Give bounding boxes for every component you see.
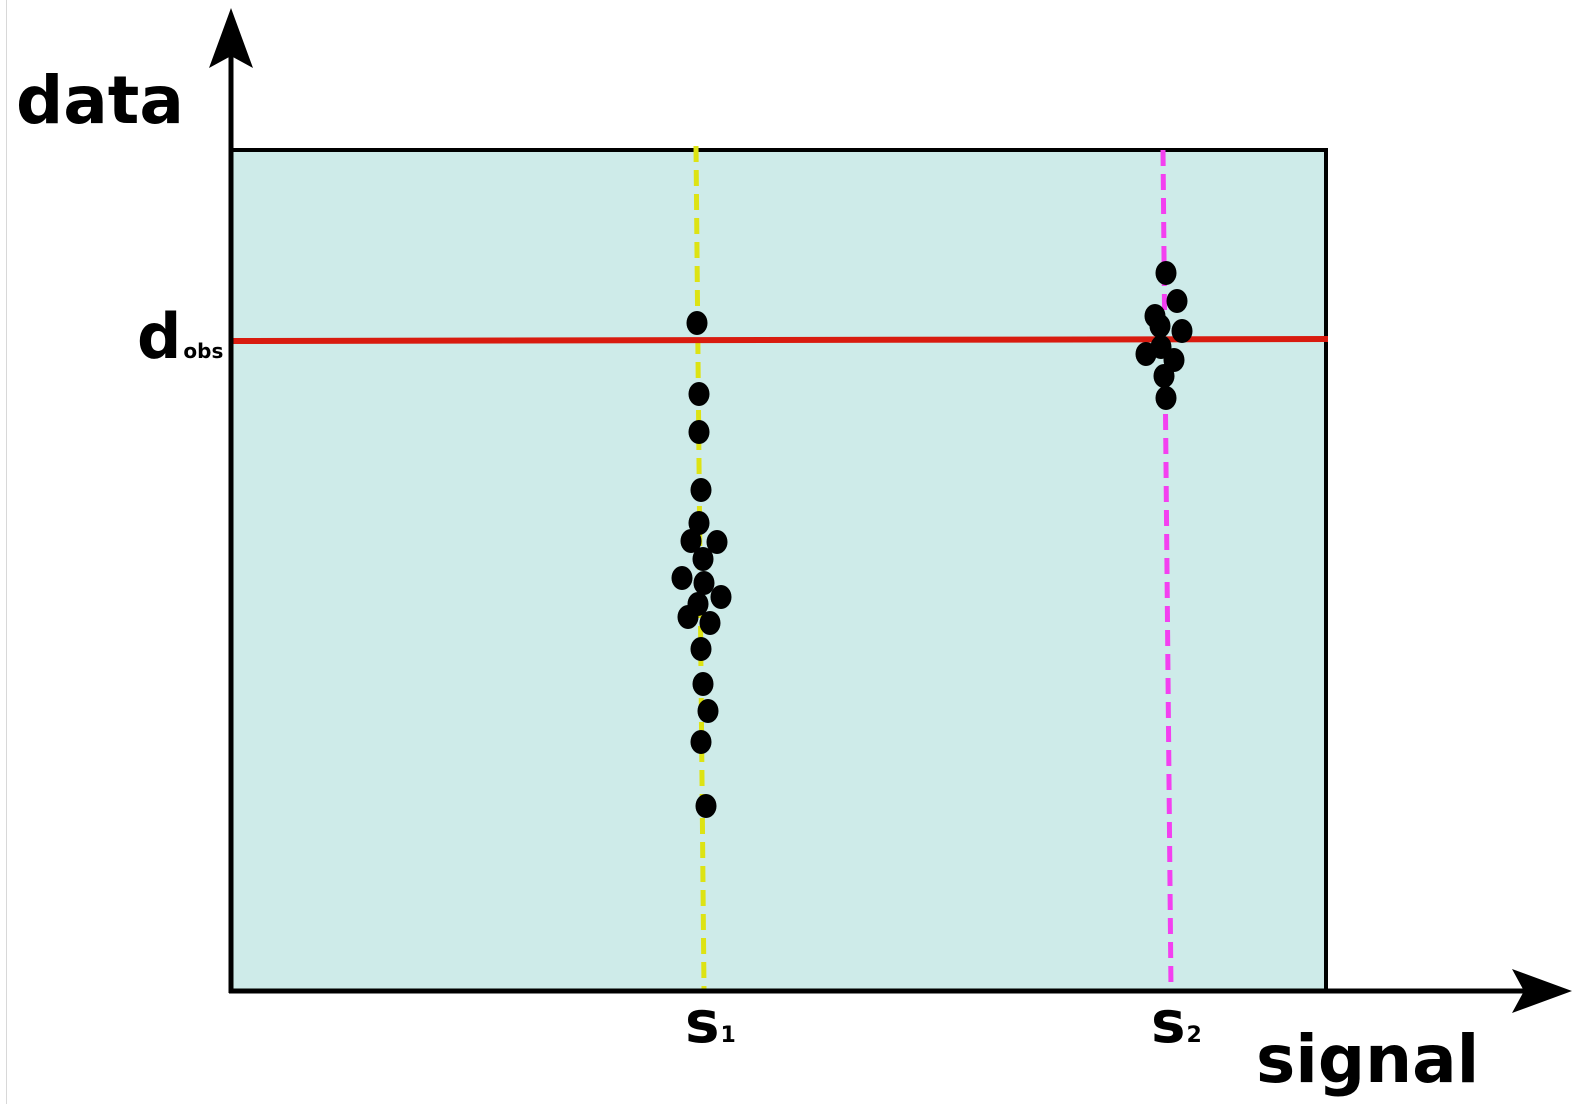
signal2-sample-point — [1171, 319, 1193, 343]
x-axis-label: signal — [1256, 1021, 1479, 1098]
signal1-sample-point — [688, 420, 710, 444]
signal1-sample-point — [706, 530, 728, 554]
signal2-sample-point — [1155, 386, 1177, 410]
y-axis-label: data — [16, 62, 184, 139]
observed-data-label: d obs — [137, 300, 223, 373]
signal1-sample-point — [677, 605, 699, 629]
signal2-sample-point — [1153, 364, 1175, 388]
observed-data-subscript: obs — [183, 339, 223, 363]
signal2-sample-point — [1135, 342, 1157, 366]
signal1-sample-point — [688, 511, 710, 535]
signal1-point-cloud — [671, 311, 732, 818]
y-axis-arrowhead — [209, 8, 253, 68]
observed-data-line — [230, 336, 1329, 344]
signal2-sample-point — [1166, 289, 1188, 313]
plausible-region — [229, 148, 1328, 993]
signal2-sample-point — [1155, 261, 1177, 285]
signal1-sample-point — [690, 478, 712, 502]
signal2-point-cloud — [1135, 261, 1193, 410]
signal2-sample-point — [1149, 314, 1171, 338]
signal1-sample-point — [692, 547, 714, 571]
image-left-border — [6, 0, 7, 1104]
signal1-sample-point — [671, 566, 693, 590]
signal1-sample-point — [688, 382, 710, 406]
signal1-sample-point — [699, 611, 721, 635]
signal1-sample-point — [692, 672, 714, 696]
signal1-subscript: 1 — [721, 1023, 736, 1048]
signal1-tick-label: s1 — [685, 988, 736, 1056]
signal2-tick-label: s2 — [1151, 988, 1202, 1056]
signal2-subscript: 2 — [1187, 1023, 1202, 1048]
signal1-sample-point — [690, 730, 712, 754]
signal1-sample-point — [695, 794, 717, 818]
signal1-sample-point — [693, 571, 715, 595]
signal1-sample-point — [710, 585, 732, 609]
signal2-dashed-line — [1160, 149, 1174, 991]
signal1-sample-point — [697, 699, 719, 723]
x-axis-arrowhead — [1512, 969, 1572, 1013]
signal1-sample-point — [680, 529, 702, 553]
signal1-sample-point — [690, 637, 712, 661]
signal1-sample-point — [686, 311, 708, 335]
